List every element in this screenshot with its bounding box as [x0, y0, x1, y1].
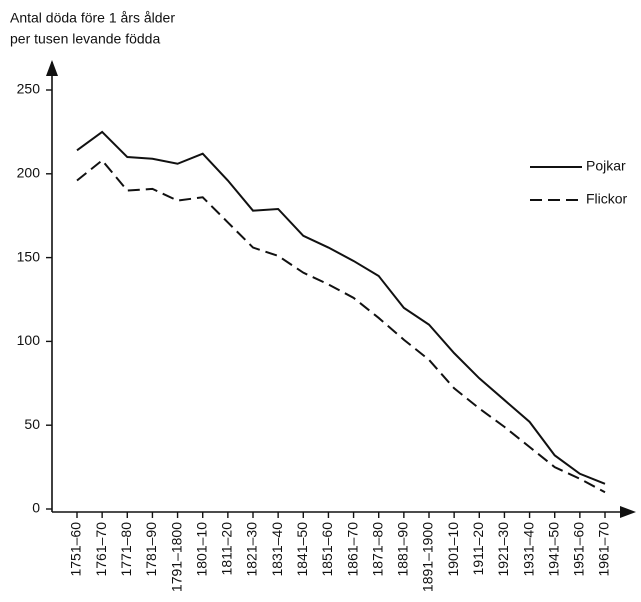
y-tick-label: 250: [17, 81, 41, 97]
x-tick-label: 1761–70: [93, 522, 109, 577]
x-tick-label: 1801–10: [193, 522, 209, 577]
x-tick-label: 1921–30: [495, 522, 511, 577]
x-tick-label: 1771–80: [118, 522, 134, 577]
x-tick-label: 1941–50: [545, 522, 561, 577]
y-tick-label: 0: [32, 500, 40, 516]
x-tick-label: 1791–1800: [168, 522, 184, 592]
y-tick-label: 100: [17, 332, 41, 348]
x-tick-label: 1871–80: [369, 522, 385, 577]
x-tick-label: 1821–30: [244, 522, 260, 577]
y-tick-label: 150: [17, 248, 41, 264]
x-tick-label: 1881–90: [395, 522, 411, 577]
x-tick-label: 1861–70: [344, 522, 360, 577]
x-tick-label: 1951–60: [571, 522, 587, 577]
x-axis-arrow: [620, 506, 636, 518]
data-line: [76, 130, 606, 485]
y-tick-label: 50: [24, 416, 40, 432]
x-tick-label: 1851–60: [319, 522, 335, 577]
legend-label: Flickor: [586, 191, 628, 207]
x-tick-label: 1841–50: [294, 522, 310, 577]
x-tick-label: 1891–1900: [420, 522, 436, 592]
y-axis-label: Antal döda före 1 års ålder: [10, 10, 175, 26]
y-axis-label: per tusen levande födda: [10, 31, 160, 47]
x-tick-label: 1911–20: [470, 522, 486, 576]
data-line: [76, 158, 606, 494]
y-tick-label: 200: [17, 165, 41, 181]
x-tick-label: 1901–10: [445, 522, 461, 577]
x-tick-label: 1931–40: [520, 522, 536, 577]
x-tick-label: 1961–70: [596, 522, 612, 577]
x-tick-label: 1811–20: [219, 522, 235, 576]
x-tick-label: 1781–90: [143, 522, 159, 577]
y-axis-arrow: [46, 60, 58, 76]
x-tick-label: 1751–60: [68, 522, 84, 577]
legend-label: Pojkar: [586, 158, 626, 174]
x-tick-label: 1831–40: [269, 522, 285, 577]
